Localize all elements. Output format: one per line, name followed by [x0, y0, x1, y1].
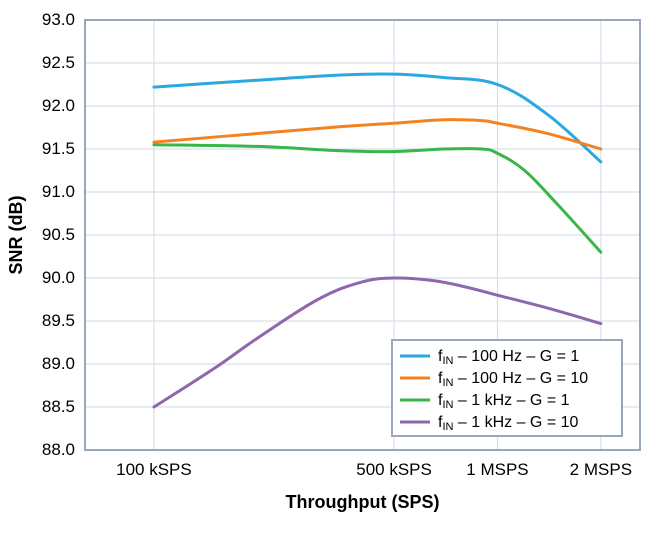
- x-axis-title: Throughput (SPS): [286, 492, 440, 512]
- y-tick-label: 88.5: [42, 397, 75, 416]
- y-axis-title: SNR (dB): [6, 196, 26, 275]
- x-tick-label: 2 MSPS: [570, 460, 632, 479]
- y-tick-label: 91.5: [42, 139, 75, 158]
- legend-label: fIN – 1 kHz – G = 10: [438, 414, 579, 433]
- y-tick-label: 91.0: [42, 182, 75, 201]
- y-tick-label: 90.0: [42, 268, 75, 287]
- y-tick-label: 89.5: [42, 311, 75, 330]
- y-tick-label: 92.5: [42, 53, 75, 72]
- legend-label: fIN – 100 Hz – G = 10: [438, 370, 588, 389]
- x-tick-label: 500 kSPS: [356, 460, 432, 479]
- y-tick-label: 92.0: [42, 96, 75, 115]
- legend-label: fIN – 100 Hz – G = 1: [438, 348, 579, 367]
- x-tick-label: 100 kSPS: [116, 460, 192, 479]
- y-tick-label: 88.0: [42, 440, 75, 459]
- y-tick-label: 89.0: [42, 354, 75, 373]
- y-tick-label: 90.5: [42, 225, 75, 244]
- snr-throughput-chart: 88.0 88.5 89.0 89.5 90.0 90.5 91.0 91.5 92.0 92.5…: [0, 0, 663, 535]
- legend: fIN – 100 Hz – G = 1 fIN – 100 Hz – G = 1…: [392, 340, 622, 436]
- y-tick-label: 93.0: [42, 10, 75, 29]
- chart-svg: 88.0 88.5 89.0 89.5 90.0 90.5 91.0 91.5 92.0 92.5…: [0, 0, 663, 535]
- legend-label: fIN – 1 kHz – G = 1: [438, 392, 570, 411]
- x-tick-label: 1 MSPS: [466, 460, 528, 479]
